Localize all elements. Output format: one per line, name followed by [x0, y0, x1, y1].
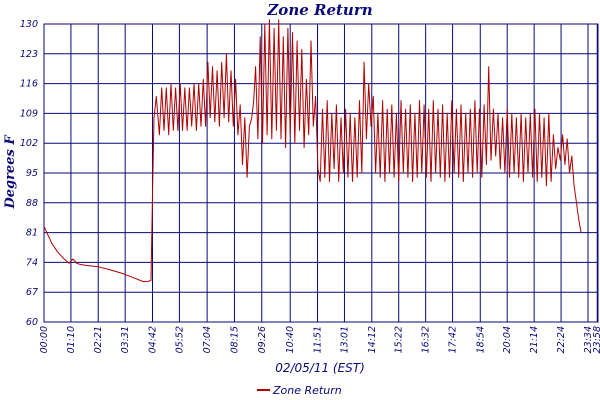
series-line-zone-return	[43, 19, 582, 283]
y-tick-label: 130	[20, 19, 38, 30]
y-tick-label: 123	[20, 49, 38, 60]
y-tick-label: 102	[20, 138, 38, 149]
x-tick-label: 02:21	[93, 326, 104, 353]
x-tick-label: 11:51	[313, 326, 324, 353]
x-tick-label: 18:54	[475, 326, 486, 353]
y-tick-label: 109	[20, 108, 38, 119]
x-tick-label: 05:52	[174, 326, 185, 353]
x-axis-label: 02/05/11 (EST)	[275, 361, 365, 375]
x-axis-ticks: 00:00 01:10 02:21 03:31 04:42 05:52 07:04 08:15…	[39, 326, 600, 353]
x-tick-label: 20:04	[502, 326, 513, 353]
x-tick-label: 15:22	[394, 326, 405, 353]
x-tick-label: 07:04	[202, 326, 213, 353]
legend-label-zone-return: Zone Return	[272, 384, 342, 397]
x-tick-label: 23:58	[592, 326, 600, 353]
x-tick-label: 21:14	[529, 326, 540, 353]
y-tick-label: 60	[26, 317, 38, 328]
y-tick-label: 67	[26, 287, 38, 298]
y-tick-label: 116	[20, 79, 38, 90]
x-tick-label: 04:42	[147, 326, 158, 353]
x-tick-label: 23:34	[583, 326, 594, 353]
y-axis-label: Degrees F	[3, 135, 18, 210]
x-tick-label: 09:26	[257, 326, 268, 353]
y-tick-label: 88	[26, 198, 38, 209]
x-tick-label: 00:00	[39, 326, 50, 353]
x-tick-label: 14:12	[367, 326, 378, 353]
y-tick-label: 81	[26, 228, 38, 239]
plot-frame	[43, 23, 599, 323]
series-layer	[43, 19, 582, 283]
y-tick-label: 95	[26, 168, 38, 179]
x-tick-label: 10:40	[285, 326, 296, 353]
x-tick-label: 22:24	[556, 326, 567, 353]
x-tick-label: 17:42	[448, 326, 459, 353]
y-tick-label: 74	[26, 257, 38, 268]
grid-layer	[43, 23, 598, 323]
x-tick-label: 08:15	[229, 326, 240, 353]
x-tick-label: 03:31	[120, 326, 131, 353]
y-axis-ticks: 60 67 74 81 88 95 102 109 116 123 130	[20, 19, 38, 328]
x-tick-label: 01:10	[66, 326, 77, 353]
plot-border	[43, 23, 599, 323]
x-tick-label: 16:32	[421, 326, 432, 353]
x-tick-label: 13:01	[339, 326, 350, 353]
chart-title: Zone Return	[266, 1, 372, 19]
legend: Zone Return	[257, 384, 342, 397]
